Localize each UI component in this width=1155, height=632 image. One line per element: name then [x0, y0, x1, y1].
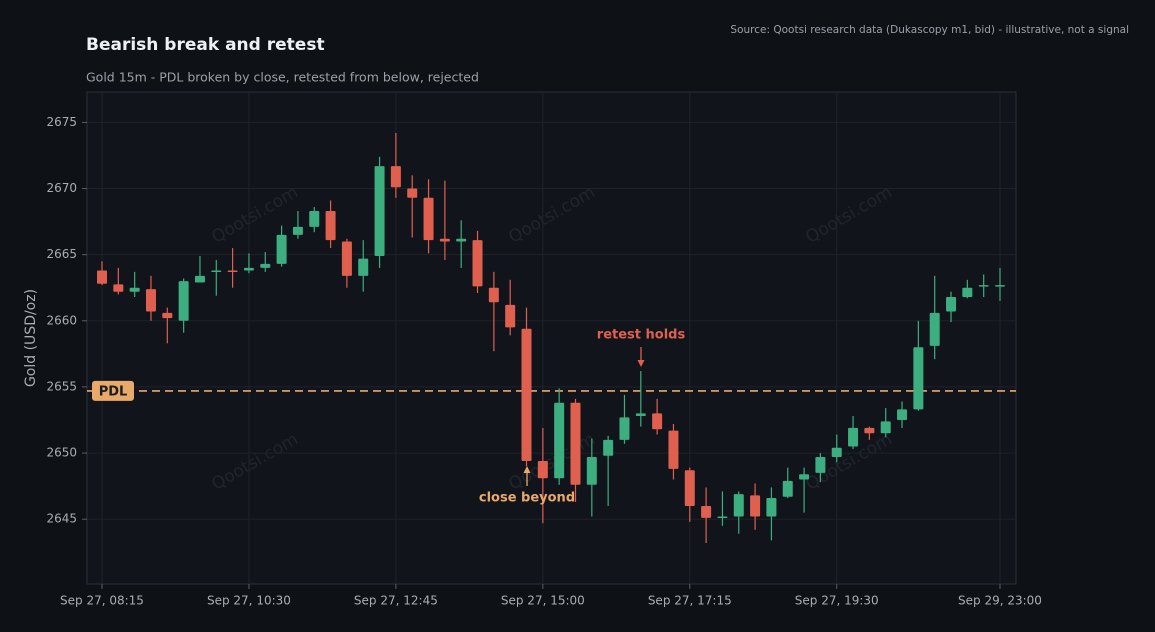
- candle-body: [227, 270, 238, 273]
- x-tick-label: Sep 27, 15:00: [501, 594, 585, 608]
- candle-body: [243, 267, 254, 271]
- candle-body: [178, 281, 189, 321]
- candle-body: [554, 402, 565, 479]
- candle-body: [652, 413, 663, 430]
- candle-body: [619, 417, 630, 440]
- candle-body: [635, 413, 646, 417]
- candle-body: [472, 240, 483, 287]
- x-tick-label: Sep 27, 08:15: [60, 594, 144, 608]
- candle-body: [978, 285, 989, 287]
- candle-body: [717, 516, 728, 519]
- candle-body: [358, 258, 369, 276]
- y-tick-label: 2670: [46, 181, 77, 195]
- candle-body: [733, 494, 744, 517]
- candle-body: [831, 447, 842, 458]
- candle-body: [162, 312, 173, 319]
- candle-body: [848, 427, 859, 447]
- candle-body: [880, 421, 891, 434]
- level-label: PDL: [99, 384, 128, 399]
- candle-body: [113, 284, 124, 292]
- candle-body: [423, 197, 434, 241]
- candle-body: [913, 347, 924, 410]
- y-tick-label: 2675: [46, 115, 77, 129]
- candle-body: [750, 495, 761, 517]
- candle-body: [260, 263, 271, 268]
- candle-body: [309, 211, 320, 227]
- candle-body: [946, 297, 957, 312]
- x-tick-label: Sep 29, 23:00: [958, 594, 1042, 608]
- candle-body: [374, 166, 385, 256]
- candle-body: [276, 234, 287, 264]
- candle-body: [488, 287, 499, 303]
- x-tick-label: Sep 27, 10:30: [207, 594, 291, 608]
- candle-body: [586, 457, 597, 485]
- candle-body: [390, 166, 401, 188]
- annotation: retest holds: [597, 328, 686, 343]
- candle-body: [505, 304, 516, 328]
- candle-body: [782, 480, 793, 497]
- candle-body: [799, 474, 810, 480]
- candle-body: [570, 402, 581, 485]
- candle-body: [897, 409, 908, 420]
- candle-body: [864, 427, 875, 434]
- annotation-arrowhead: [523, 466, 531, 473]
- y-tick-label: 2660: [46, 313, 77, 327]
- level-label-box: [92, 380, 134, 401]
- candle-body: [537, 461, 548, 479]
- candle-body: [439, 238, 450, 242]
- candle-body: [97, 270, 107, 284]
- candle-body: [211, 270, 222, 273]
- y-tick-label: 2665: [46, 247, 77, 261]
- candle-body: [194, 275, 205, 283]
- candle-body: [341, 241, 352, 276]
- y-axis-label: Gold (USD/oz): [23, 289, 39, 387]
- candle-body: [962, 287, 973, 297]
- candle-body: [129, 287, 140, 292]
- candle-body: [668, 430, 679, 469]
- candle-body: [815, 457, 826, 473]
- candle-body: [995, 285, 1005, 287]
- candle-body: [292, 226, 303, 235]
- candle-body: [456, 238, 467, 242]
- candle-body: [603, 439, 614, 456]
- candle-body: [521, 328, 532, 461]
- x-tick-label: Sep 27, 12:45: [354, 594, 438, 608]
- y-tick-label: 2650: [46, 446, 77, 460]
- candle-body: [684, 470, 695, 506]
- candle-body: [407, 188, 418, 198]
- y-tick-label: 2645: [46, 512, 77, 526]
- candle-body: [145, 289, 156, 312]
- candle-body: [701, 505, 712, 518]
- candle-body: [325, 211, 336, 241]
- y-tick-label: 2655: [46, 379, 77, 393]
- candle-body: [929, 312, 940, 346]
- x-tick-label: Sep 27, 17:15: [648, 594, 732, 608]
- source-note: Source: Qootsi research data (Dukascopy …: [730, 24, 1129, 36]
- annotation: close beyond: [479, 491, 575, 506]
- chart-subtitle: Gold 15m - PDL broken by close, retested…: [86, 70, 479, 85]
- chart-title: Bearish break and retest: [86, 35, 325, 55]
- plot-area: [86, 91, 1017, 585]
- x-tick-label: Sep 27, 19:30: [795, 594, 879, 608]
- annotation-arrowhead: [637, 360, 645, 367]
- candle-body: [766, 498, 777, 517]
